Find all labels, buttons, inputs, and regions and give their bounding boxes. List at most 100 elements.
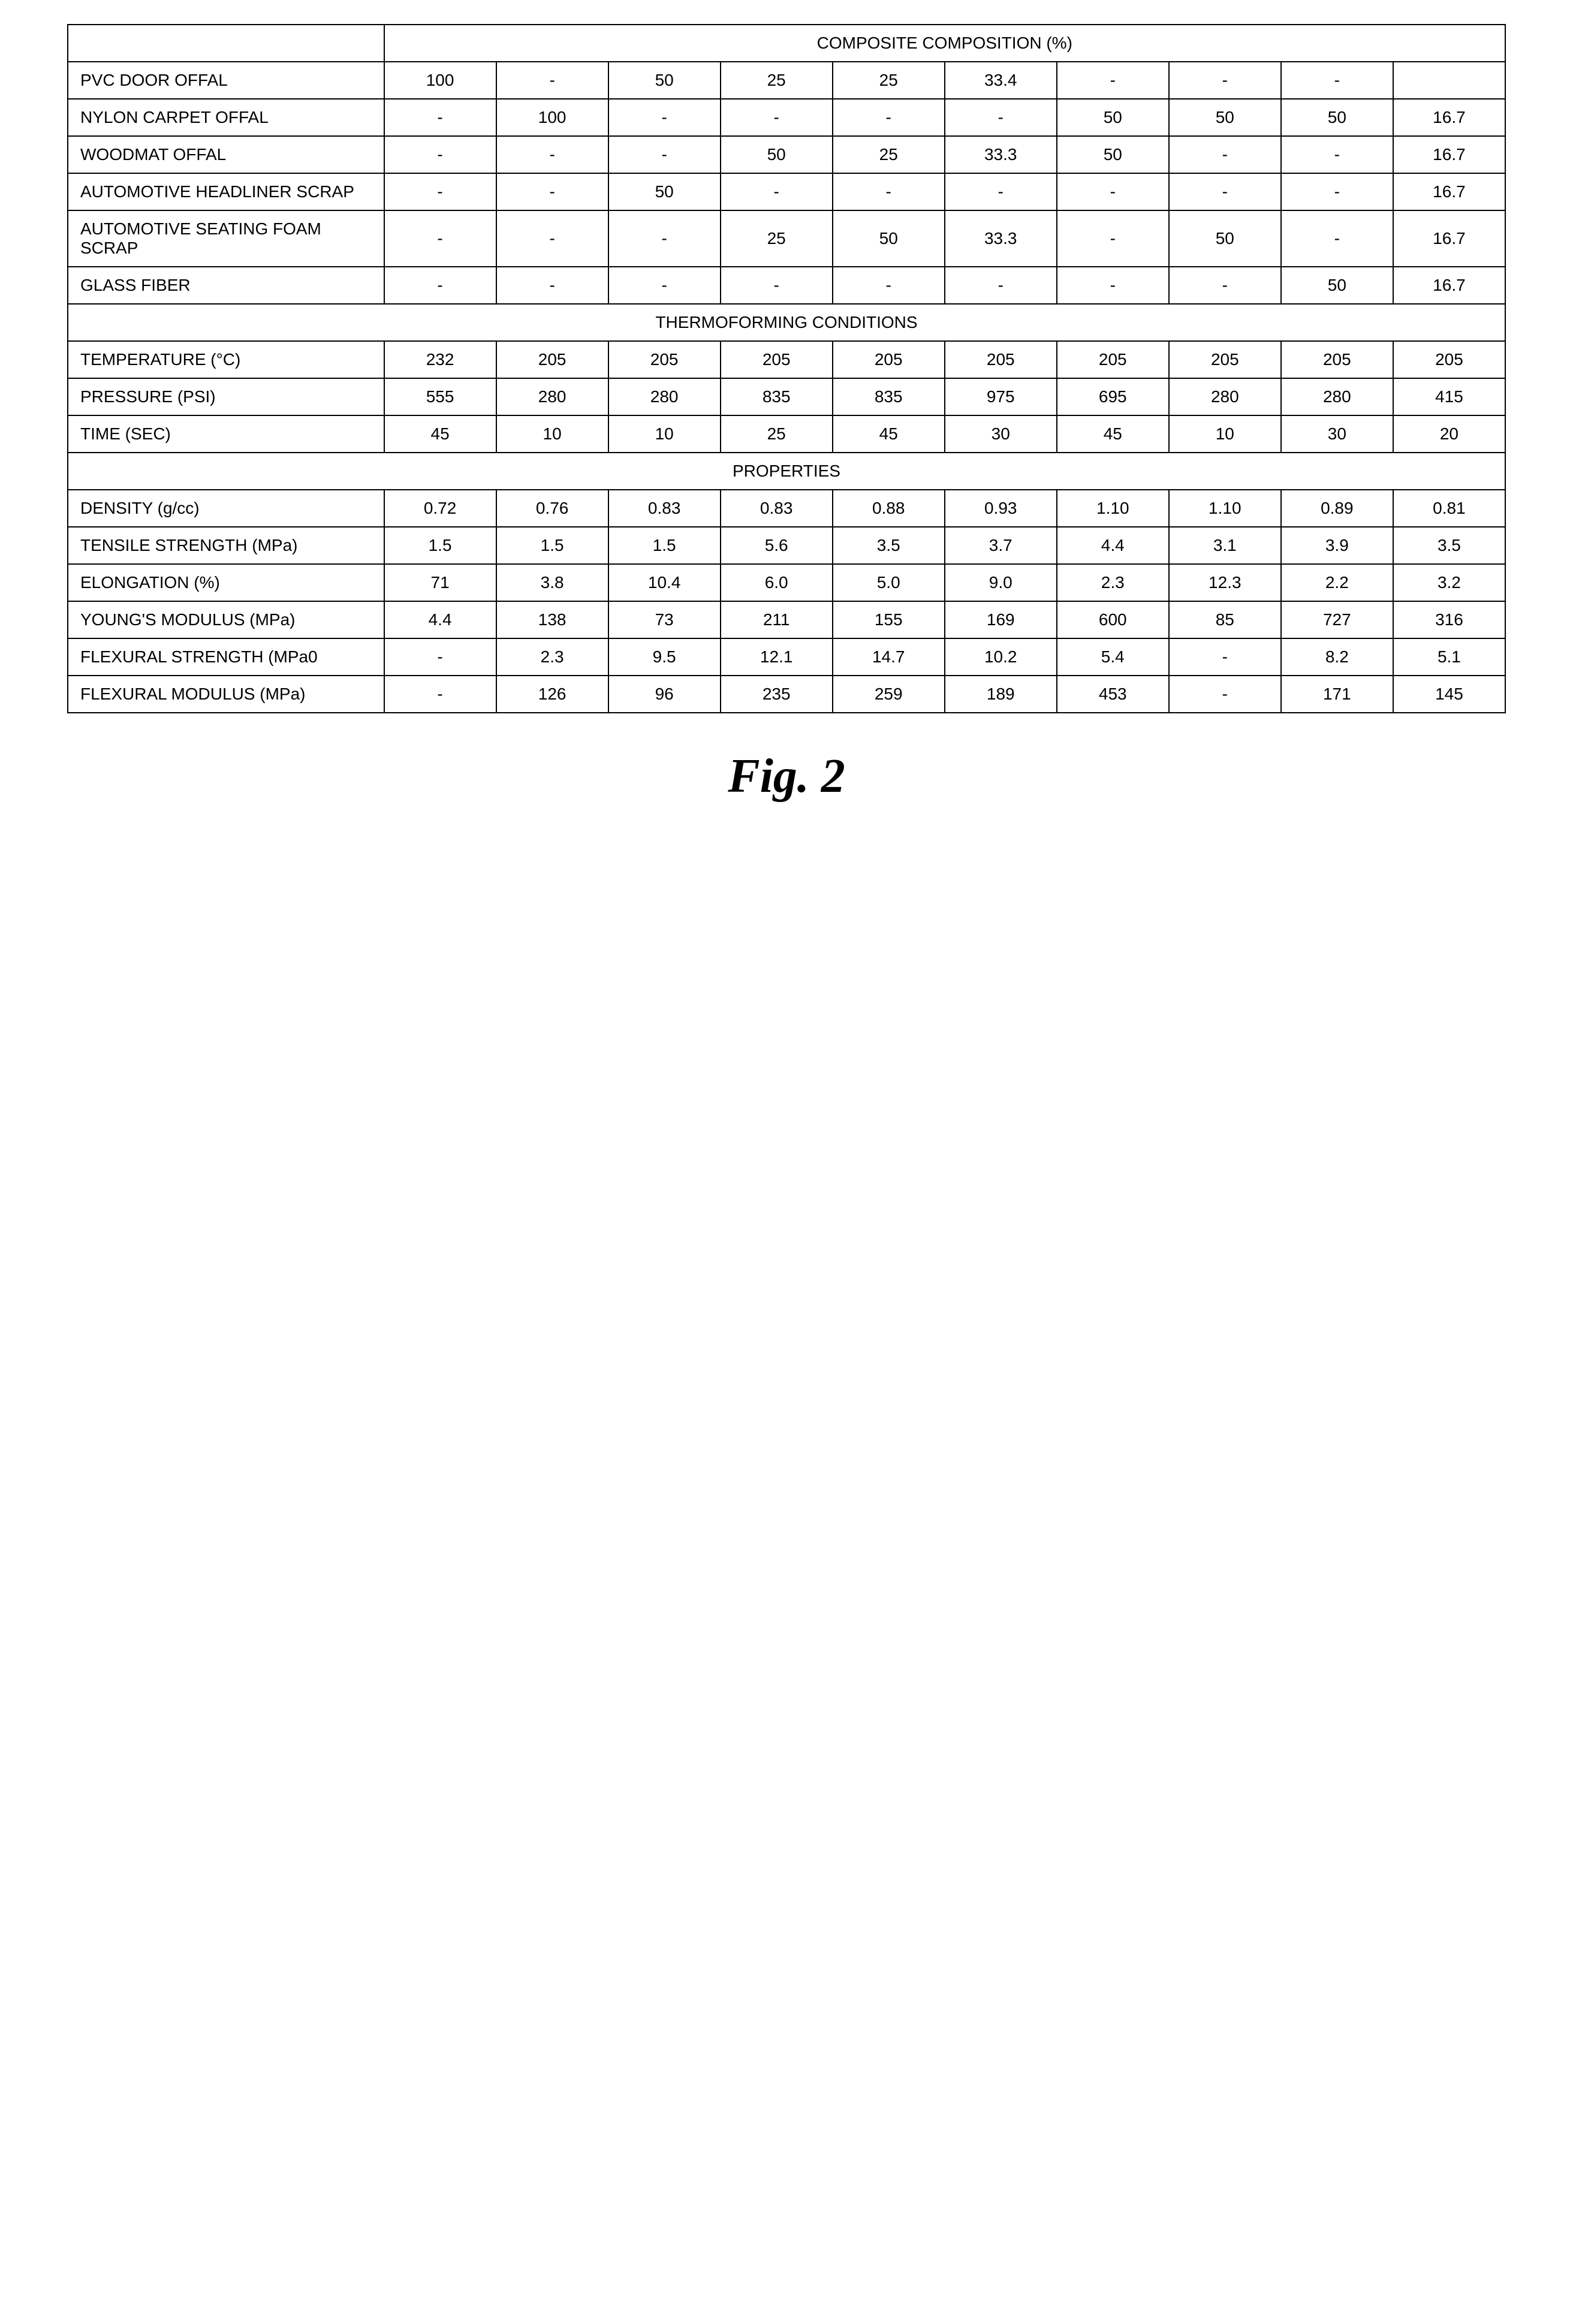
data-cell: -	[384, 676, 496, 713]
data-cell: 12.3	[1169, 564, 1281, 601]
data-cell: -	[1169, 676, 1281, 713]
data-cell: -	[1281, 62, 1393, 99]
data-cell: -	[833, 267, 945, 304]
data-cell: 0.93	[945, 490, 1057, 527]
data-cell: 145	[1393, 676, 1505, 713]
data-cell: 259	[833, 676, 945, 713]
data-cell: 695	[1057, 378, 1169, 415]
row-label: DENSITY (g/cc)	[68, 490, 384, 527]
row-label: YOUNG'S MODULUS (MPa)	[68, 601, 384, 638]
data-cell: 155	[833, 601, 945, 638]
row-label: PVC DOOR OFFAL	[68, 62, 384, 99]
row-label: AUTOMOTIVE SEATING FOAM SCRAP	[68, 210, 384, 267]
data-cell: 33.3	[945, 210, 1057, 267]
data-cell: 25	[833, 62, 945, 99]
composite-data-table: COMPOSITE COMPOSITION (%)PVC DOOR OFFAL1…	[67, 24, 1506, 713]
data-cell: 9.0	[945, 564, 1057, 601]
section-header: COMPOSITE COMPOSITION (%)	[384, 25, 1505, 62]
data-cell: 3.5	[833, 527, 945, 564]
section-label-empty	[68, 25, 384, 62]
data-cell: 50	[1169, 99, 1281, 136]
data-cell: -	[496, 210, 608, 267]
data-cell: 16.7	[1393, 210, 1505, 267]
data-cell: -	[608, 267, 721, 304]
row-label: TIME (SEC)	[68, 415, 384, 453]
data-cell: 3.2	[1393, 564, 1505, 601]
data-cell	[1393, 62, 1505, 99]
row-label: PRESSURE (PSI)	[68, 378, 384, 415]
data-cell: 16.7	[1393, 99, 1505, 136]
row-label: WOODMAT OFFAL	[68, 136, 384, 173]
data-cell: -	[384, 267, 496, 304]
data-cell: 16.7	[1393, 173, 1505, 210]
data-cell: -	[721, 173, 833, 210]
data-cell: 205	[721, 341, 833, 378]
data-cell: 5.0	[833, 564, 945, 601]
data-cell: 280	[608, 378, 721, 415]
data-cell: -	[945, 173, 1057, 210]
data-cell: 0.83	[608, 490, 721, 527]
data-cell: 2.3	[1057, 564, 1169, 601]
figure-caption: Fig. 2	[728, 749, 845, 804]
data-cell: 3.5	[1393, 527, 1505, 564]
data-cell: 3.8	[496, 564, 608, 601]
row-label: ELONGATION (%)	[68, 564, 384, 601]
data-cell: -	[384, 638, 496, 676]
data-cell: -	[1169, 638, 1281, 676]
data-cell: 10	[608, 415, 721, 453]
data-cell: -	[1057, 62, 1169, 99]
data-cell: 96	[608, 676, 721, 713]
data-cell: 0.72	[384, 490, 496, 527]
data-cell: -	[1057, 173, 1169, 210]
data-cell: 600	[1057, 601, 1169, 638]
data-cell: 50	[721, 136, 833, 173]
data-cell: 10	[1169, 415, 1281, 453]
data-cell: 14.7	[833, 638, 945, 676]
data-cell: 45	[384, 415, 496, 453]
table-container: COMPOSITE COMPOSITION (%)PVC DOOR OFFAL1…	[67, 24, 1506, 713]
row-label: GLASS FIBER	[68, 267, 384, 304]
data-cell: -	[1057, 267, 1169, 304]
data-cell: 25	[721, 62, 833, 99]
data-cell: 1.10	[1169, 490, 1281, 527]
data-cell: 8.2	[1281, 638, 1393, 676]
data-cell: 835	[833, 378, 945, 415]
data-cell: 10.4	[608, 564, 721, 601]
data-cell: 33.4	[945, 62, 1057, 99]
data-cell: -	[945, 99, 1057, 136]
data-cell: 33.3	[945, 136, 1057, 173]
data-cell: 1.5	[608, 527, 721, 564]
data-cell: 12.1	[721, 638, 833, 676]
data-cell: 415	[1393, 378, 1505, 415]
data-cell: 20	[1393, 415, 1505, 453]
data-cell: 835	[721, 378, 833, 415]
data-cell: 205	[1393, 341, 1505, 378]
row-label: NYLON CARPET OFFAL	[68, 99, 384, 136]
data-cell: -	[1057, 210, 1169, 267]
data-cell: 0.76	[496, 490, 608, 527]
data-cell: 205	[1169, 341, 1281, 378]
data-cell: 211	[721, 601, 833, 638]
data-cell: 5.4	[1057, 638, 1169, 676]
data-cell: -	[1281, 173, 1393, 210]
data-cell: 1.5	[496, 527, 608, 564]
data-cell: 235	[721, 676, 833, 713]
data-cell: 171	[1281, 676, 1393, 713]
data-cell: 0.83	[721, 490, 833, 527]
data-cell: 3.1	[1169, 527, 1281, 564]
data-cell: 3.7	[945, 527, 1057, 564]
data-cell: 138	[496, 601, 608, 638]
data-cell: 727	[1281, 601, 1393, 638]
data-cell: 2.2	[1281, 564, 1393, 601]
data-cell: -	[384, 136, 496, 173]
data-cell: 30	[1281, 415, 1393, 453]
data-cell: 126	[496, 676, 608, 713]
data-cell: 10	[496, 415, 608, 453]
data-cell: 555	[384, 378, 496, 415]
data-cell: -	[496, 173, 608, 210]
data-cell: 30	[945, 415, 1057, 453]
data-cell: -	[608, 136, 721, 173]
section-header: PROPERTIES	[68, 453, 1505, 490]
data-cell: 100	[496, 99, 608, 136]
data-cell: 100	[384, 62, 496, 99]
